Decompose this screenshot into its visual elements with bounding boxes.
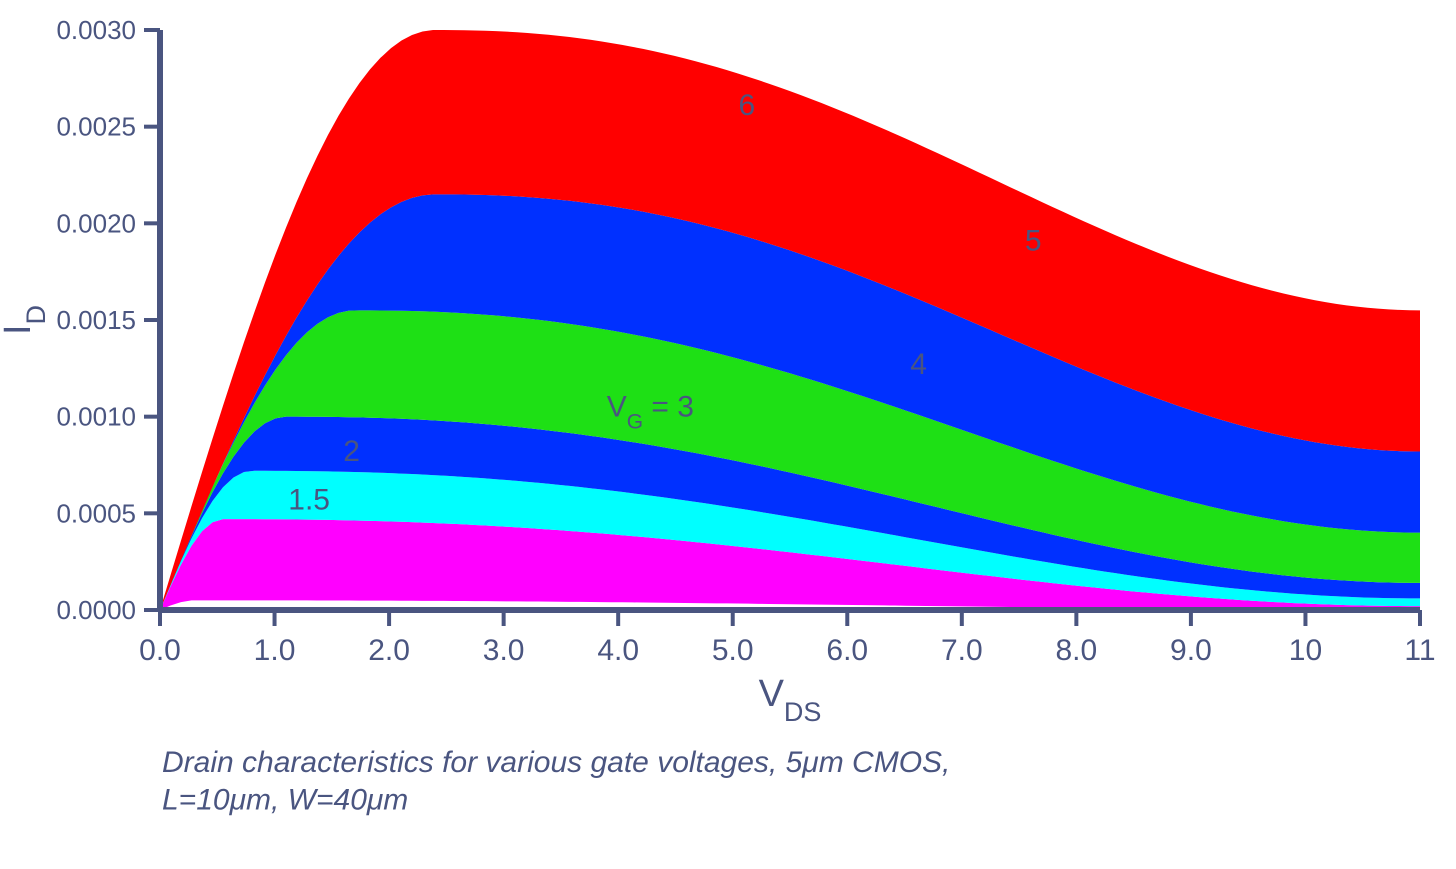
series-label-v2: 2 bbox=[343, 435, 360, 468]
y-tick-label: 0.0025 bbox=[56, 112, 136, 142]
x-tick-label: 5.0 bbox=[712, 634, 754, 667]
x-tick-label: 6.0 bbox=[826, 634, 868, 667]
x-tick-label: 9.0 bbox=[1170, 634, 1212, 667]
y-tick-label: 0.0020 bbox=[56, 208, 136, 238]
x-tick-label: 0.0 bbox=[139, 634, 181, 667]
y-tick-label: 0.0015 bbox=[56, 305, 136, 335]
x-axis-label: VDS bbox=[759, 673, 822, 727]
drain-characteristics-chart: 0.00000.00050.00100.00150.00200.00250.00… bbox=[0, 0, 1456, 869]
y-tick-label: 0.0030 bbox=[56, 15, 136, 45]
y-tick-label: 0.0010 bbox=[56, 402, 136, 432]
x-tick-label: 4.0 bbox=[597, 634, 639, 667]
series-label-v1_5: 1.5 bbox=[288, 483, 330, 516]
x-tick-label: 7.0 bbox=[941, 634, 983, 667]
y-tick-label: 0.0005 bbox=[56, 498, 136, 528]
x-tick-label: 2.0 bbox=[368, 634, 410, 667]
x-tick-label: 8.0 bbox=[1056, 634, 1098, 667]
x-tick-label: 1.0 bbox=[254, 634, 296, 667]
x-tick-label: 10 bbox=[1289, 634, 1322, 667]
series-label-v6: 6 bbox=[738, 89, 755, 122]
series-label-v4: 4 bbox=[910, 348, 927, 381]
y-axis-label: ID bbox=[0, 305, 51, 335]
chart-svg: 0.00000.00050.00100.00150.00200.00250.00… bbox=[0, 0, 1456, 869]
chart-caption: Drain characteristics for various gate v… bbox=[162, 746, 950, 817]
x-tick-label: 11 bbox=[1404, 634, 1435, 667]
series-label-v5: 5 bbox=[1025, 224, 1042, 257]
y-tick-label: 0.0000 bbox=[56, 595, 136, 625]
bands-group bbox=[160, 30, 1420, 610]
x-tick-label: 3.0 bbox=[483, 634, 525, 667]
